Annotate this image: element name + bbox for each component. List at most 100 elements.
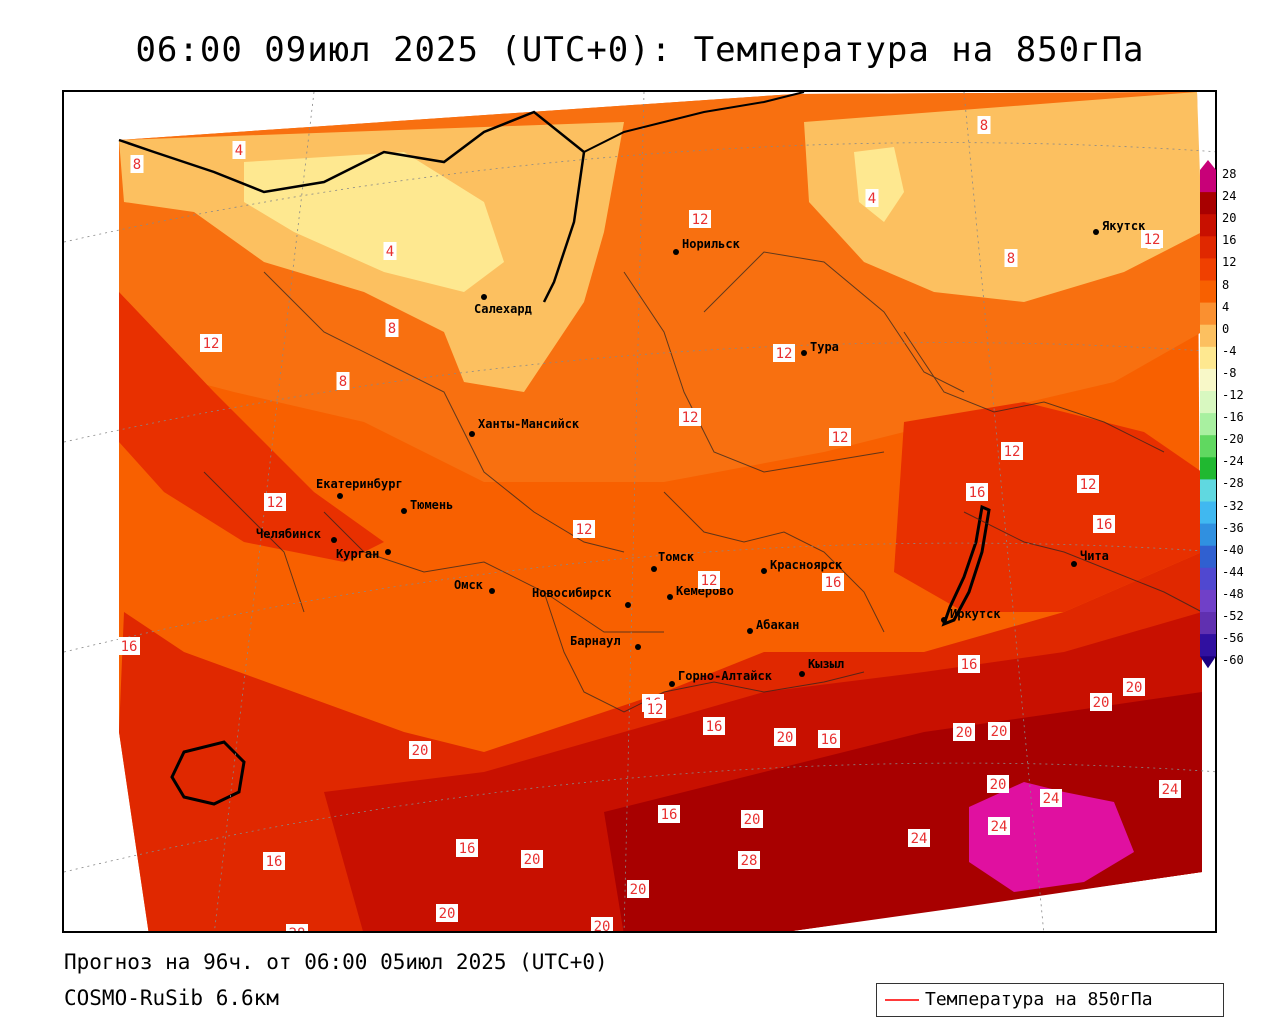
city-marker xyxy=(337,493,343,499)
isotherm-label-box xyxy=(573,520,595,538)
city-marker xyxy=(635,644,641,650)
isotherm-label-box xyxy=(1093,515,1115,533)
isotherm-value: 8 xyxy=(980,118,988,134)
colorbar-cell xyxy=(1200,368,1216,392)
isotherm-value: 16 xyxy=(266,854,283,870)
isotherm-label-box xyxy=(773,344,795,362)
city-marker xyxy=(625,602,631,608)
city-marker xyxy=(761,568,767,574)
colorbar-min-arrow xyxy=(1200,656,1216,669)
colorbar-max-arrow xyxy=(1200,160,1216,170)
isotherm-value: 16 xyxy=(661,807,678,823)
isotherm-value: 28 xyxy=(741,853,758,869)
colorbar-tick-label: 28 xyxy=(1222,167,1237,181)
isotherm-label: 4 xyxy=(232,141,246,159)
isotherm-label-box xyxy=(958,655,980,673)
city-marker xyxy=(669,681,675,687)
colorbar-tick-label: -24 xyxy=(1222,454,1244,469)
isotherm-value: 16 xyxy=(459,841,476,857)
isotherm-label-box xyxy=(988,722,1010,740)
colorbar-tick-label: -12 xyxy=(1222,388,1244,402)
isotherm-value: 20 xyxy=(990,777,1007,793)
zone-4-8-yakutia xyxy=(804,92,1202,302)
isotherm-label-box xyxy=(1090,693,1112,711)
colorbar-cell xyxy=(1200,302,1216,326)
isotherm-label: 20 xyxy=(591,917,613,931)
isotherm-label: 16 xyxy=(263,852,285,870)
isotherm-label-box xyxy=(977,116,991,134)
city-label: Чита xyxy=(1080,549,1109,563)
isotherm-label: 16 xyxy=(118,637,140,655)
city-label: Якутск xyxy=(1102,219,1146,233)
colorbar-tick-label: -32 xyxy=(1222,498,1244,513)
isotherm-label: 20 xyxy=(1123,678,1145,696)
city-marker xyxy=(481,294,487,300)
isotherm-label: 8 xyxy=(977,116,991,134)
city-label: Кызыл xyxy=(808,657,844,671)
colorbar-tick-label: -20 xyxy=(1222,432,1244,447)
isotherm-value: 20 xyxy=(412,743,429,759)
colorbar-tick-label: 0 xyxy=(1222,321,1230,336)
colorbar-cell xyxy=(1200,258,1216,281)
isotherm-label: 8 xyxy=(385,319,399,337)
city-marker xyxy=(941,617,947,623)
isotherm-label: 20 xyxy=(741,810,763,828)
isotherm-value: 24 xyxy=(911,831,928,847)
colorbar-cell xyxy=(1200,192,1216,215)
isotherm-label: 24 xyxy=(1159,780,1181,798)
isotherm-label: 20 xyxy=(436,904,458,922)
isotherm-label-box xyxy=(627,880,649,898)
isotherm-label: 16 xyxy=(966,483,988,501)
isotherm-label-box xyxy=(591,917,613,931)
city-marker xyxy=(747,628,753,634)
colorbar-tick-label: -28 xyxy=(1222,476,1244,491)
isotherm-label: 12 xyxy=(1001,442,1023,460)
isotherm-label: 12 xyxy=(573,520,595,538)
isotherm-label-box xyxy=(1159,780,1181,798)
isotherm-label: 16 xyxy=(456,839,478,857)
isotherm-label: 8 xyxy=(130,155,144,173)
city-label: Томск xyxy=(658,550,695,564)
colorbar-cell xyxy=(1200,545,1216,569)
colorbar-tick-label: -16 xyxy=(1222,410,1244,425)
isotherm-value: 20 xyxy=(1093,695,1110,711)
legend-line-swatch xyxy=(885,999,919,1001)
isotherm-label-box xyxy=(200,334,222,352)
isotherm-value: 16 xyxy=(969,485,986,501)
isotherm-value: 12 xyxy=(1004,444,1021,460)
isotherm-label-box xyxy=(698,571,720,589)
colorbar-cell xyxy=(1200,324,1216,348)
isotherm-value: 4 xyxy=(868,191,876,207)
isotherm-value: 16 xyxy=(1096,517,1113,533)
isotherm-value: 12 xyxy=(1080,477,1097,493)
isotherm-label: 16 xyxy=(958,655,980,673)
city-label: Курган xyxy=(336,547,379,561)
city-marker xyxy=(489,588,495,594)
isotherm-value: 4 xyxy=(386,244,394,260)
colorbar-cell xyxy=(1200,435,1216,458)
isotherm-label-box xyxy=(263,852,285,870)
isotherm-label-box xyxy=(679,408,701,426)
isotherm-label: 20 xyxy=(774,728,796,746)
isotherm-label-box xyxy=(987,775,1009,793)
colorbar-cell xyxy=(1200,523,1216,547)
isotherm-label: 20 xyxy=(627,880,649,898)
isotherm-label: 8 xyxy=(336,372,350,390)
isotherm-label-box xyxy=(1001,442,1023,460)
colorbar-tick-label: 12 xyxy=(1222,255,1237,270)
city-marker xyxy=(801,350,807,356)
colorbar-cell xyxy=(1200,413,1216,436)
isotherm-label: 4 xyxy=(383,242,397,260)
isotherm-label: 12 xyxy=(644,700,666,718)
colorbar-tick-label: -56 xyxy=(1222,631,1244,646)
isotherm-label: 4 xyxy=(865,189,879,207)
isotherm-value: 24 xyxy=(1162,782,1179,798)
isotherm-label-box xyxy=(822,573,844,591)
isotherm-label-box xyxy=(689,210,711,228)
isotherm-label: 12 xyxy=(698,571,720,589)
isotherm-label: 16 xyxy=(822,573,844,591)
isotherm-label-box xyxy=(1004,249,1018,267)
zone-28 xyxy=(969,782,1134,892)
isotherm-value: 20 xyxy=(1126,680,1143,696)
isotherm-label-box xyxy=(829,428,851,446)
